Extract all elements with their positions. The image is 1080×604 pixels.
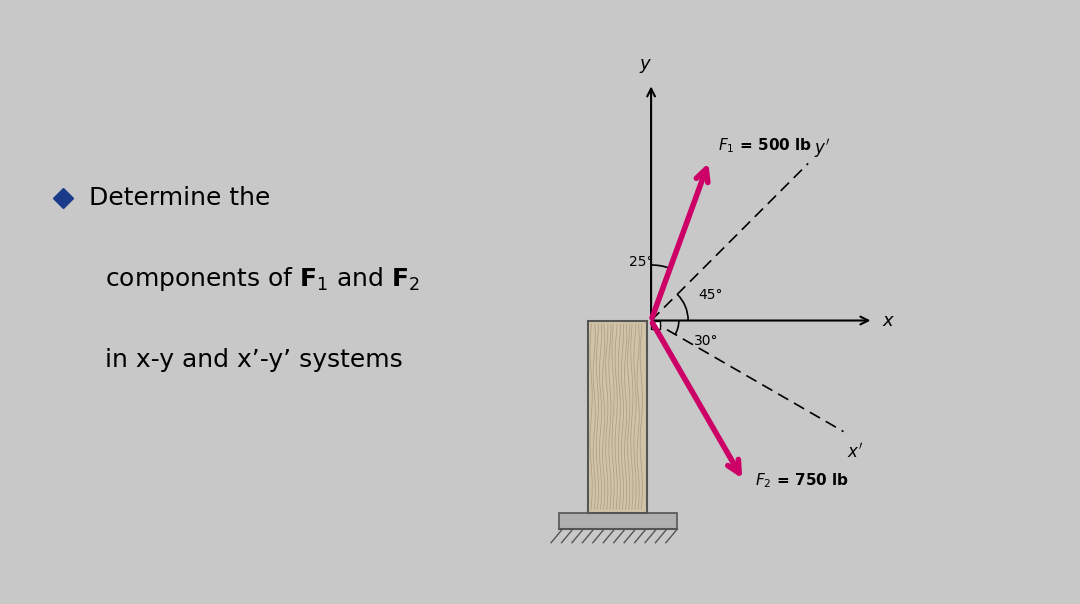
Text: $x'$: $x'$ (847, 443, 863, 461)
Text: $y$: $y$ (638, 57, 652, 75)
Bar (558, 513, 677, 529)
Bar (651, 321, 660, 329)
Text: $y'$: $y'$ (814, 137, 831, 159)
Text: $F_2$ = 750 lb: $F_2$ = 750 lb (755, 472, 849, 490)
Text: 30°: 30° (694, 334, 719, 348)
Text: 25°: 25° (629, 255, 653, 269)
Bar (589, 321, 647, 513)
Text: $x$: $x$ (882, 312, 895, 330)
Text: Determine the: Determine the (89, 185, 270, 210)
Text: components of $\mathbf{F}_1$ and $\mathbf{F}_2$: components of $\mathbf{F}_1$ and $\mathb… (105, 265, 420, 293)
Text: in x-y and x’-y’ systems: in x-y and x’-y’ systems (105, 348, 402, 372)
Text: $F_1$ = 500 lb: $F_1$ = 500 lb (718, 136, 812, 155)
Text: 45°: 45° (698, 288, 723, 302)
Bar (589, 321, 647, 513)
